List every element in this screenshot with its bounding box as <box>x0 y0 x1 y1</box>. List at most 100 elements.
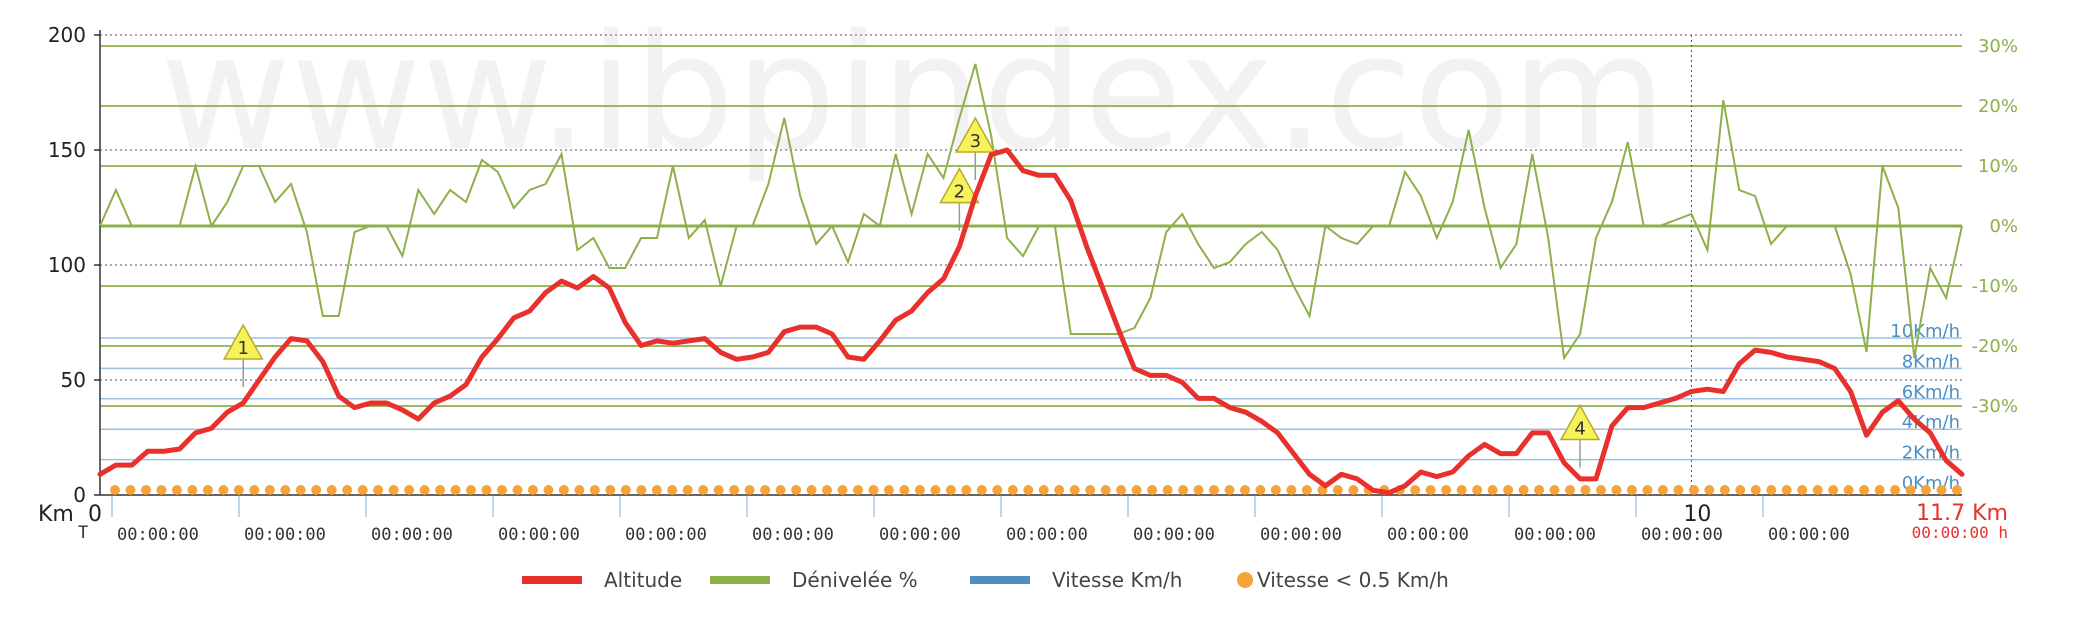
speed-tick-label: 6Km/h <box>1902 382 1960 403</box>
low-speed-dot <box>651 485 662 495</box>
low-speed-dot <box>326 485 337 495</box>
grade-tick-labels: 30% 20% 10% 0% -10% -20% -30% <box>1971 36 2018 417</box>
low-speed-dot <box>1069 485 1080 495</box>
low-speed-dot <box>373 485 384 495</box>
speed-gridlines <box>100 337 1962 461</box>
low-speed-dot <box>1781 485 1792 495</box>
grade-tick-label: -20% <box>1971 336 2018 357</box>
low-speed-dot <box>404 485 415 495</box>
time-tick-label: 00:00:00 <box>1514 525 1596 545</box>
grade-tick-label: -30% <box>1971 396 2018 417</box>
waypoint-markers: 1 2 3 4 <box>222 116 1601 468</box>
low-speed-dot <box>1193 485 1204 495</box>
low-speed-dot <box>945 485 956 495</box>
legend-item: Vitesse Km/h <box>970 568 1182 592</box>
time-tick-label: 00:00:00 <box>117 525 199 545</box>
low-speed-dot <box>187 485 198 495</box>
time-tick-label: 00:00:00 <box>1768 525 1850 545</box>
low-speed-dot <box>620 485 631 495</box>
low-speed-dot <box>1611 485 1622 495</box>
grade-line <box>99 63 1963 361</box>
low-speed-dot <box>342 485 353 495</box>
low-speed-dot <box>1890 485 1901 495</box>
grade-tick-label: 30% <box>1978 36 2018 57</box>
time-tick-label: 00:00:00 <box>371 525 453 545</box>
legend-item: Altitude <box>522 568 682 592</box>
low-speed-dot <box>311 485 322 495</box>
low-speed-dot <box>1580 485 1591 495</box>
low-speed-dot <box>1178 485 1189 495</box>
low-speed-dot <box>481 485 492 495</box>
low-speed-dot <box>1038 485 1049 495</box>
time-tick-label: 00:00:00 <box>879 525 961 545</box>
low-speed-dot <box>558 485 569 495</box>
low-speed-dot <box>930 485 941 495</box>
low-speed-dot <box>899 485 910 495</box>
waypoint-label: 4 <box>1574 419 1585 440</box>
time-tick-label: 00:00:00 <box>1006 525 1088 545</box>
low-speed-dot <box>1534 485 1545 495</box>
time-tick-label: 00:00:00 <box>625 525 707 545</box>
low-speed-dot <box>1131 485 1142 495</box>
low-speed-dot <box>110 485 120 495</box>
low-speed-dot <box>1952 485 1962 495</box>
legend-item: Dénivelée % <box>710 568 918 592</box>
legend-label: Dénivelée % <box>792 568 918 592</box>
low-speed-dot <box>1657 485 1668 495</box>
low-speed-dot <box>512 485 523 495</box>
low-speed-dot <box>1565 485 1575 495</box>
low-speed-dot <box>868 485 879 495</box>
low-speed-dot <box>171 485 182 495</box>
low-speed-dot <box>218 485 229 495</box>
time-tick-label: 00:00:00 <box>752 525 834 545</box>
time-tick-label: 00:00:00 <box>1260 525 1342 545</box>
speed-tick-label: 4Km/h <box>1902 412 1960 433</box>
waypoint-label: 2 <box>954 182 965 203</box>
low-speed-dot <box>497 485 507 495</box>
low-speed-dot <box>961 485 972 495</box>
low-speed-dot <box>1921 485 1931 495</box>
legend-label: Vitesse Km/h <box>1052 568 1182 592</box>
low-speed-dot <box>1874 485 1885 495</box>
low-speed-dot <box>1642 485 1653 495</box>
low-speed-dot <box>388 485 399 495</box>
low-speed-dot <box>264 485 275 495</box>
low-speed-dot <box>760 485 771 495</box>
low-speed-dot <box>636 485 647 495</box>
low-speed-dot <box>1410 485 1421 495</box>
low-speed-dot <box>1425 485 1436 495</box>
axes <box>99 30 1962 496</box>
waypoint-label: 3 <box>970 131 981 152</box>
totals: 11.7 Km 00:00:00 h <box>1912 501 2008 542</box>
waypoint-triangle <box>1559 403 1601 441</box>
waypoint-4: 4 <box>1559 403 1601 468</box>
low-speed-dot <box>1054 485 1065 495</box>
low-speed-dot <box>1472 485 1483 495</box>
grade-tick-label: 20% <box>1978 96 2018 117</box>
low-speed-dot <box>1905 485 1916 495</box>
altitude-line <box>97 147 1965 496</box>
low-speed-dot <box>1518 485 1529 495</box>
low-speed-dot <box>992 485 1003 495</box>
low-speed-dot <box>1704 485 1715 495</box>
low-speed-dot <box>1797 485 1808 495</box>
speed-tick-label: 8Km/h <box>1902 351 1960 372</box>
low-speed-dot <box>1487 485 1498 495</box>
low-speed-dot <box>853 485 863 495</box>
low-speed-dot <box>698 485 709 495</box>
total-distance-label: 11.7 Km <box>1916 501 2008 526</box>
low-speed-dot <box>729 485 740 495</box>
watermark: www.ibpindex.com <box>160 0 1667 186</box>
low-speed-dot <box>1441 485 1452 495</box>
legend-item: Vitesse < 0.5 Km/h <box>1237 568 1449 592</box>
legend-swatch <box>522 576 582 584</box>
altitude-tick-labels: 0 50 100 150 200 <box>48 23 100 507</box>
low-speed-dot <box>791 485 802 495</box>
altitude-gridlines <box>100 34 1962 381</box>
low-speed-dot <box>1348 485 1359 495</box>
grade-tick-label: 0% <box>1989 216 2018 237</box>
low-speed-dot <box>822 485 832 495</box>
legend-label: Vitesse < 0.5 Km/h <box>1257 568 1449 592</box>
